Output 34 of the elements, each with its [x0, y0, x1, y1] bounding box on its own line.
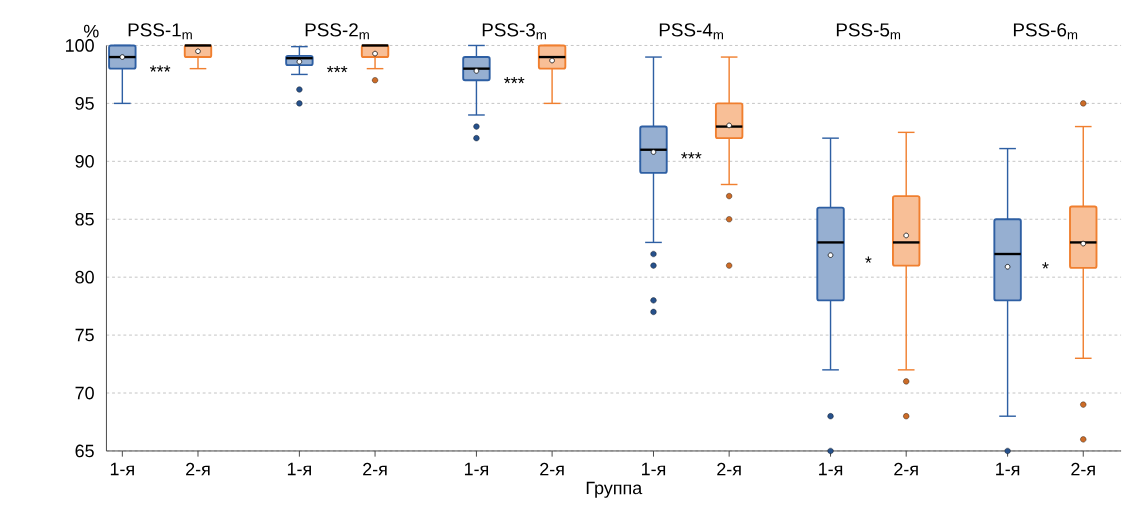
text: PSS-6$_{m}$: [1013, 22, 1078, 40]
x-axis-title: Группа: [586, 481, 643, 498]
y-tick-label: 75: [75, 328, 94, 342]
x-tick-label: 2-я: [717, 462, 741, 476]
y-tick-label: 90: [75, 154, 94, 168]
y-axis-title: %: [83, 24, 99, 38]
x-tick-label: 2-я: [894, 462, 918, 476]
y-tick-label: 85: [75, 212, 94, 226]
annotation: *: [1042, 262, 1049, 269]
text: PSS-5$_{m}$: [836, 22, 901, 40]
annotation: *: [865, 256, 872, 263]
text: PSS-1$_{m}$: [128, 22, 192, 40]
x-tick-label: 2-я: [1071, 462, 1095, 476]
x-tick-label: 2-я: [186, 462, 210, 476]
y-tick-label: 95: [75, 96, 94, 110]
x-tick-label: 1-я: [996, 462, 1020, 475]
annotation: ***: [681, 152, 702, 159]
x-tick-label: 1-я: [287, 462, 311, 475]
x-tick-label: 1-я: [464, 462, 489, 475]
x-tick-label: 1-я: [819, 462, 843, 475]
text: PSS-3$_{m}$: [482, 22, 546, 40]
x-tick-label: 2-я: [363, 462, 387, 476]
y-tick-label: 100: [66, 38, 94, 52]
x-tick-label: 1-я: [110, 462, 134, 475]
y-tick-label: 70: [75, 386, 94, 400]
y-tick-label: 80: [75, 270, 94, 284]
x-tick-label: 1-я: [642, 462, 666, 475]
annotation: ***: [327, 65, 348, 73]
y-tick-label: 65: [75, 444, 94, 458]
text: PSS-4$_{m}$: [659, 22, 723, 40]
annotation: ***: [504, 76, 525, 84]
text: PSS-2$_{m}$: [305, 22, 369, 40]
annotation: ***: [149, 65, 171, 72]
x-tick-label: 2-я: [540, 462, 564, 476]
